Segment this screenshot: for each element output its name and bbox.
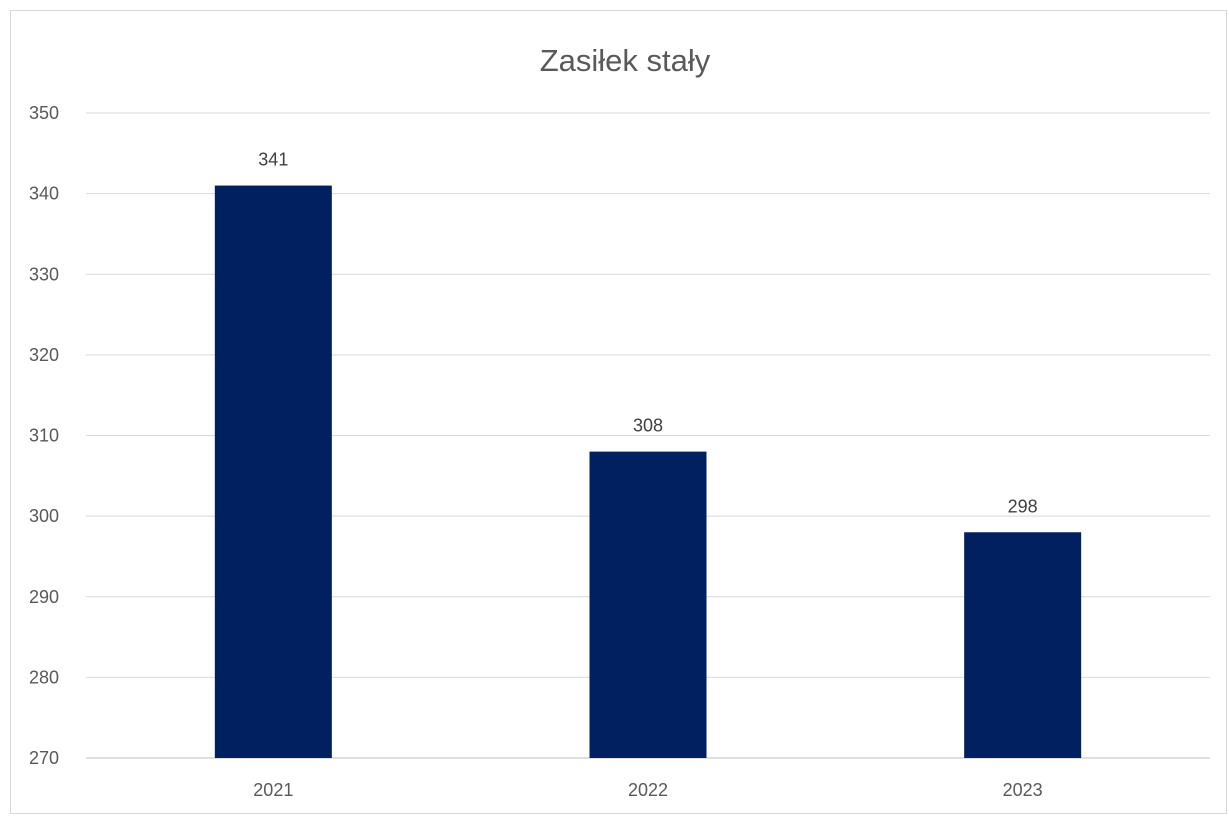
y-tick-label: 270 (29, 748, 59, 768)
y-tick-label: 290 (29, 587, 59, 607)
data-label-2022: 308 (633, 416, 663, 436)
x-tick-label-2022: 2022 (628, 780, 668, 800)
y-tick-label: 330 (29, 264, 59, 284)
x-tick-label-2023: 2023 (1003, 780, 1043, 800)
y-tick-label: 310 (29, 426, 59, 446)
y-tick-label: 280 (29, 667, 59, 687)
bar-2022 (589, 451, 707, 758)
y-tick-label: 340 (29, 184, 59, 204)
x-axis-tick-labels: 2021 2022 2023 (253, 780, 1042, 800)
y-tick-label: 350 (29, 103, 59, 123)
data-labels: 341 308 298 (258, 150, 1037, 517)
data-label-2021: 341 (258, 150, 288, 170)
bar-2023 (964, 532, 1082, 758)
bar-2021 (214, 185, 332, 758)
y-tick-label: 300 (29, 506, 59, 526)
x-tick-label-2021: 2021 (253, 780, 293, 800)
y-axis-tick-labels: 270 280 290 300 310 320 330 340 350 (29, 103, 59, 768)
y-tick-label: 320 (29, 345, 59, 365)
data-label-2023: 298 (1008, 496, 1038, 516)
bars (214, 185, 1082, 758)
chart-title: Zasiłek stały (540, 43, 711, 78)
